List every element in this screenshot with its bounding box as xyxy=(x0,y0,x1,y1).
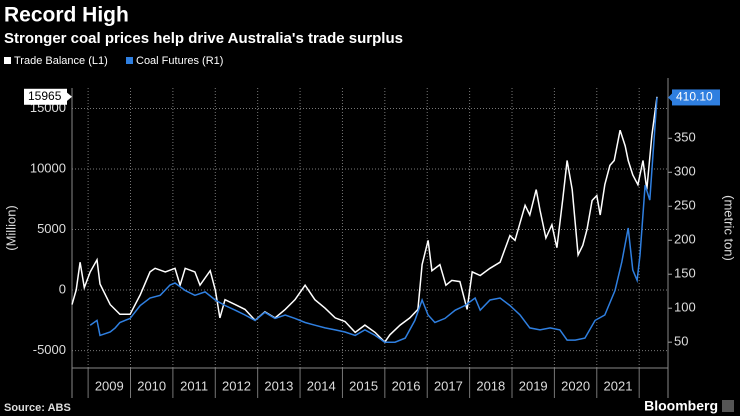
x-tick-label: 2015 xyxy=(349,378,378,393)
end-label-arrow xyxy=(668,92,673,103)
y2-tick-label: 300 xyxy=(674,164,696,179)
x-tick-label: 2020 xyxy=(561,378,590,393)
y2-tick-label: 250 xyxy=(674,198,696,213)
x-tick-label: 2013 xyxy=(264,378,293,393)
end-label: 410.10 xyxy=(676,90,713,104)
x-tick-label: 2018 xyxy=(476,378,505,393)
series-line xyxy=(71,96,658,344)
chart-subtitle: Stronger coal prices help drive Australi… xyxy=(4,30,403,47)
y2-tick-label: 200 xyxy=(674,232,696,247)
end-label-box xyxy=(672,89,720,106)
brand-icon xyxy=(722,400,734,412)
legend-swatch xyxy=(126,57,133,64)
end-label-box xyxy=(24,88,67,105)
chart-title: Record High xyxy=(4,4,129,27)
y-axis-label: (Million) xyxy=(3,205,18,251)
y-tick-label: -5000 xyxy=(33,342,66,357)
x-tick-label: 2010 xyxy=(137,378,166,393)
x-tick-label: 2021 xyxy=(604,378,633,393)
source: Source: ABS xyxy=(4,402,71,414)
legend-label: Trade Balance (L1) xyxy=(14,55,108,67)
series-line xyxy=(89,97,658,343)
x-tick-label: 2016 xyxy=(392,378,421,393)
y-tick-label: 10000 xyxy=(30,160,66,175)
end-label: 15965 xyxy=(28,89,62,103)
legend-label: Coal Futures (R1) xyxy=(136,55,223,67)
brand: Bloomberg xyxy=(644,398,718,414)
x-tick-label: 2014 xyxy=(307,378,336,393)
end-label-arrow xyxy=(66,91,72,102)
y2-tick-label: 350 xyxy=(674,130,696,145)
y2-tick-label: 150 xyxy=(674,266,696,281)
y-tick-label: 0 xyxy=(59,281,66,296)
x-tick-label: 2019 xyxy=(519,378,548,393)
y2-axis-label: (metric ton) xyxy=(722,195,737,261)
x-tick-label: 2011 xyxy=(180,378,208,393)
x-tick-label: 2012 xyxy=(222,378,251,393)
y-tick-label: 5000 xyxy=(37,221,66,236)
y2-tick-label: 100 xyxy=(674,300,696,315)
legend-swatch xyxy=(4,57,11,64)
x-tick-label: 2009 xyxy=(95,378,124,393)
x-tick-label: 2017 xyxy=(434,378,463,393)
y2-tick-label: 50 xyxy=(674,334,688,349)
